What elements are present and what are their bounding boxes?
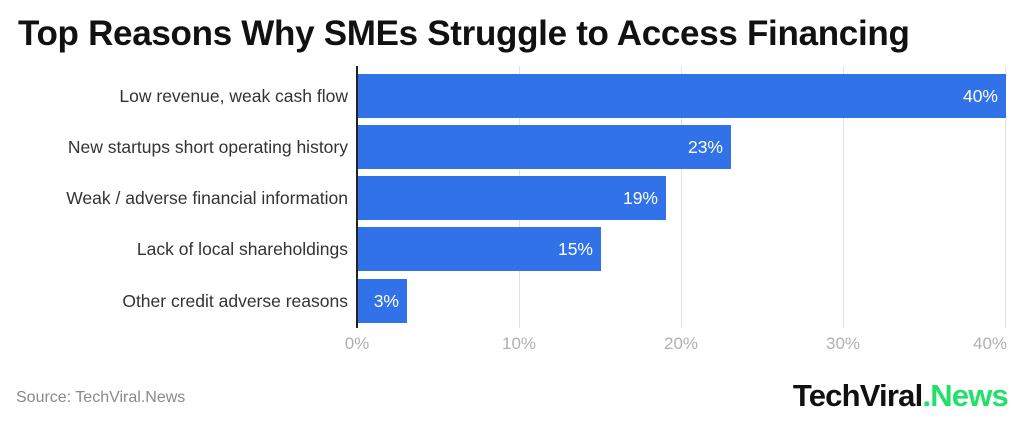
source-note: Source: TechViral.News <box>16 389 186 406</box>
gridline-20 <box>681 66 682 328</box>
x-tick-label: 10% <box>501 334 537 353</box>
brand-logo: TechViral.News <box>792 378 1009 414</box>
category-label: Other credit adverse reasons <box>122 291 348 311</box>
bar: 19% <box>358 176 666 220</box>
bar-value-label: 23% <box>687 137 723 157</box>
bar: 23% <box>358 125 731 169</box>
category-label: Lack of local shareholdings <box>136 239 348 259</box>
gridline-30 <box>843 66 844 328</box>
chart-title: Top Reasons Why SMEs Struggle to Access … <box>18 14 910 53</box>
x-tick-label: 30% <box>825 334 861 353</box>
bar-value-label: 15% <box>557 239 593 259</box>
x-tick-label: 40% <box>972 334 1008 353</box>
category-label: Low revenue, weak cash flow <box>119 86 348 106</box>
y-axis-line <box>356 66 358 328</box>
brand-suffix: .News <box>922 378 1008 413</box>
x-tick-label: 0% <box>344 334 370 353</box>
bar-value-label: 19% <box>622 188 658 208</box>
bar-value-label: 3% <box>373 291 399 311</box>
bar: 15% <box>358 227 601 271</box>
brand-name: TechViral <box>792 378 923 413</box>
bar: 3% <box>358 279 407 323</box>
bar-value-label: 40% <box>962 86 998 106</box>
category-label: Weak / adverse financial information <box>66 188 348 208</box>
gridline-40 <box>1005 66 1006 328</box>
x-tick-label: 20% <box>663 334 699 353</box>
bar: 40% <box>358 74 1006 118</box>
category-label: New startups short operating history <box>67 137 348 157</box>
